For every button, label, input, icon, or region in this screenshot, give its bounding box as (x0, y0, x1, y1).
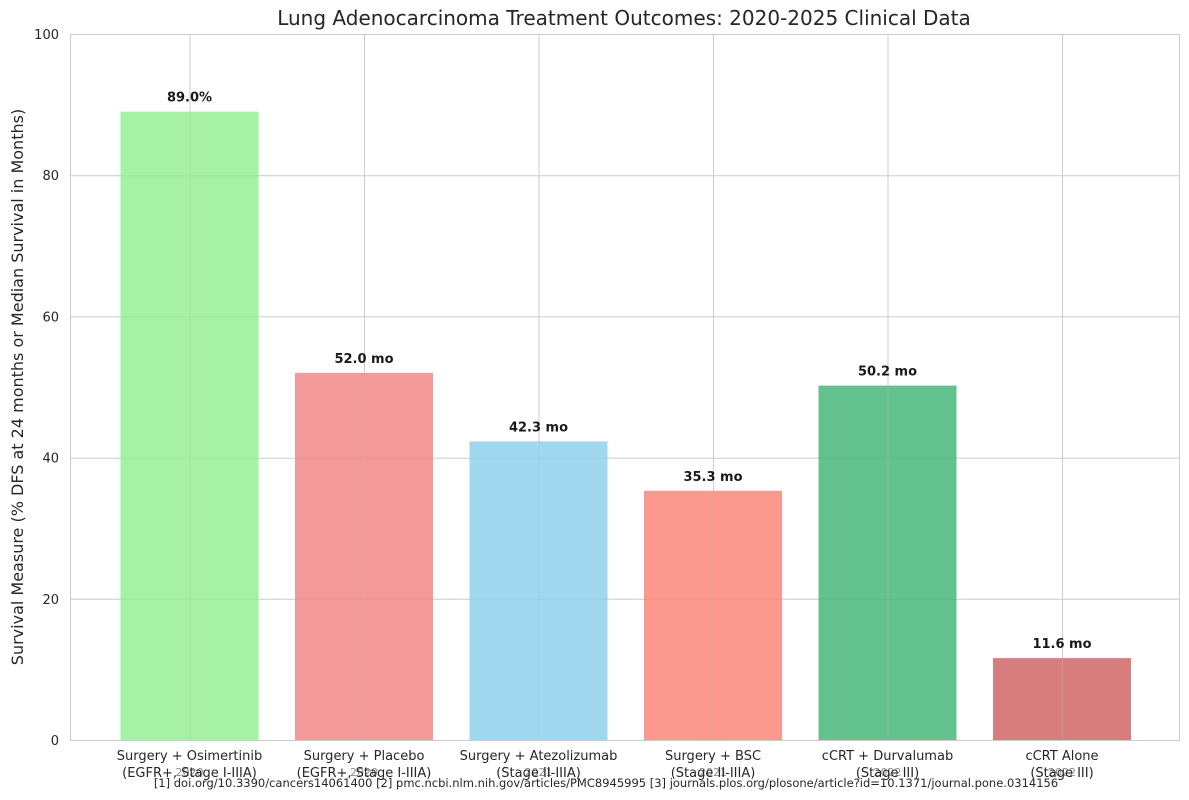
data-label: 52.0 mo (334, 352, 393, 367)
y-tick-label: 80 (42, 169, 59, 184)
year-label: 2021 (699, 766, 727, 779)
bar (993, 658, 1131, 740)
bar (818, 385, 957, 740)
x-tick-label: Surgery + Osimertinib (117, 749, 263, 764)
x-tick-label: Surgery + Placebo (304, 749, 425, 764)
bar-layer (120, 111, 1131, 740)
bar (120, 111, 259, 740)
year-label: 2020 (176, 766, 204, 779)
y-tick-label: 100 (34, 28, 59, 43)
bar (295, 372, 433, 740)
data-label: 11.6 mo (1032, 637, 1091, 652)
year-label: 2022 (874, 766, 902, 779)
bar (644, 490, 782, 740)
y-tick-label: 20 (42, 593, 59, 608)
x-tick-sublabel: (Stage II-IIIA) (671, 766, 756, 781)
x-tick-sublabel: (Stage III) (856, 766, 919, 781)
y-axis-label: Survival Measure (% DFS at 24 months or … (8, 109, 27, 665)
axis-layer: 0 20 40 60 80 100 89.0% 2020 Surgery + Osimertin… (34, 28, 1098, 781)
x-tick-label: Surgery + Atezolizumab (460, 749, 618, 764)
data-label: 42.3 mo (509, 420, 568, 435)
chart-title: Lung Adenocarcinoma Treatment Outcomes: … (277, 6, 971, 30)
x-tick-sublabel: (Stage III) (1030, 766, 1093, 781)
y-tick-label: 40 (42, 452, 59, 467)
x-tick-label: cCRT + Durvalumab (822, 749, 953, 764)
year-label: 2022 (1048, 766, 1076, 779)
x-tick-sublabel: (EGFR+, Stage I-IIIA) (297, 766, 432, 781)
plot-frame (70, 34, 1180, 741)
year-label: 2021 (525, 766, 553, 779)
source-note: [1] doi.org/10.3390/cancers14061400 [2] … (154, 776, 1058, 790)
x-tick-label: cCRT Alone (1025, 749, 1098, 764)
data-label: 89.0% (167, 91, 212, 106)
year-label: 2020 (350, 766, 378, 779)
y-tick-label: 60 (42, 310, 59, 325)
data-label: 50.2 mo (858, 365, 917, 380)
y-tick-label: 0 (51, 734, 59, 749)
x-tick-sublabel: (Stage II-IIIA) (496, 766, 581, 781)
data-label: 35.3 mo (683, 470, 742, 485)
x-tick-sublabel: (EGFR+, Stage I-IIIA) (122, 766, 257, 781)
x-tick-label: Surgery + BSC (665, 749, 761, 764)
bar (469, 441, 608, 740)
